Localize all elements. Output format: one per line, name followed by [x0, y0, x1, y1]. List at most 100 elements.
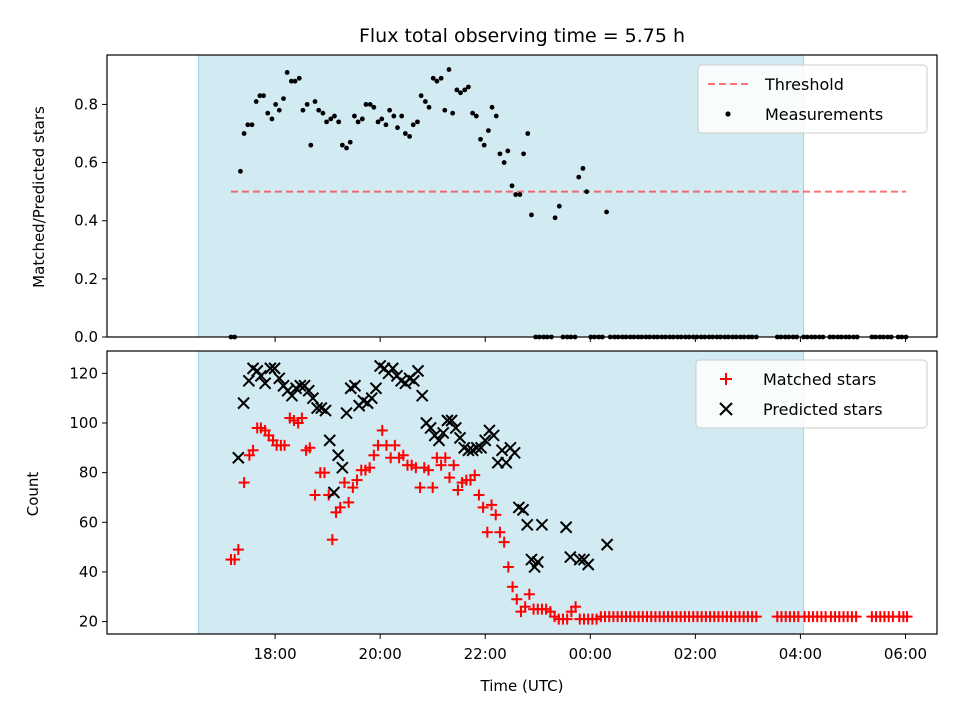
measurement-point — [473, 113, 479, 119]
x-tick-label: 20:00 — [359, 645, 402, 663]
matched-star-point — [326, 534, 338, 546]
measurement-point — [584, 189, 590, 195]
matched-star-point — [343, 496, 355, 508]
matched-star-point — [364, 462, 376, 474]
matched-stars-series — [225, 412, 913, 625]
measurement-point — [332, 113, 337, 119]
x-axis-title: Time (UTC) — [480, 677, 564, 695]
matched-star-point — [439, 452, 451, 464]
matched-star-point — [502, 561, 514, 573]
measurement-point — [509, 183, 515, 189]
measurement-point — [304, 102, 310, 107]
measurement-point — [505, 148, 511, 154]
measurement-point — [407, 134, 412, 139]
chart-title: Flux total observing time = 5.75 h — [359, 25, 685, 47]
matched-star-point — [448, 459, 460, 471]
measurement-point — [265, 110, 271, 116]
predicted-star-point — [319, 404, 332, 417]
measurement-point — [284, 70, 290, 75]
measurement-point — [312, 99, 318, 104]
predicted-star-point — [348, 379, 362, 392]
measurement-point — [288, 78, 294, 84]
measurement-point — [438, 75, 444, 81]
measurement-point — [269, 116, 275, 122]
measurement-point — [387, 107, 393, 113]
measurement-point — [462, 87, 468, 93]
predicted-star-point — [445, 414, 458, 427]
measurement-point — [478, 136, 483, 142]
measurement-point — [300, 107, 306, 113]
matched-star-point — [523, 588, 535, 600]
matched-star-point — [309, 489, 321, 501]
predicted-star-point — [268, 362, 281, 375]
measurement-point — [339, 142, 345, 148]
matched-star-point — [477, 501, 489, 513]
measurement-point — [257, 93, 263, 99]
measurement-point — [497, 151, 503, 157]
predicted-star-point — [302, 384, 315, 397]
predicted-star-point — [516, 503, 530, 517]
predicted-star-point — [500, 456, 513, 469]
measurement-point — [296, 75, 302, 81]
predicted-star-point — [424, 421, 437, 435]
matched-star-point — [232, 544, 244, 556]
predicted-star-point — [232, 451, 245, 464]
matched-star-point — [444, 472, 456, 484]
threshold-legend-label: Threshold — [764, 75, 844, 94]
predicted-star-point — [521, 518, 534, 531]
matched-star-point — [422, 464, 434, 476]
measurement-point — [391, 113, 397, 119]
predicted-star-point — [581, 558, 595, 571]
count-axes-frame — [106, 350, 938, 635]
measurement-point — [410, 122, 416, 128]
matched-star-point — [318, 467, 330, 479]
count-legend: Matched stars Predicted stars — [695, 359, 928, 429]
predicted-star-point — [559, 521, 573, 534]
predicted-star-point — [415, 389, 429, 402]
measurement-point — [485, 128, 491, 133]
measurement-point — [525, 131, 531, 136]
measurement-point — [434, 78, 440, 84]
matched-star-point — [368, 449, 380, 461]
measurement-point — [454, 87, 460, 93]
predicted-star-point — [525, 553, 538, 566]
matched-legend-swatch — [720, 373, 732, 385]
predicted-star-point — [365, 391, 378, 405]
ratio-axes-frame — [106, 54, 938, 338]
measurement-point — [253, 99, 259, 104]
measurement-point — [324, 119, 329, 125]
matched-star-point — [247, 444, 259, 456]
measurement-point — [580, 165, 586, 171]
measurement-point — [276, 107, 282, 113]
count-y-tick-label: 120 — [69, 364, 98, 382]
measurement-point — [513, 192, 519, 197]
matched-star-point — [279, 439, 291, 451]
measurement-point — [281, 96, 286, 102]
measurement-point — [347, 139, 353, 145]
ratio-y-tick-label: 0.0 — [74, 328, 98, 346]
matched-star-point — [561, 613, 573, 625]
x-tick-label: 18:00 — [253, 645, 296, 663]
measurement-point — [328, 116, 334, 122]
ratio-y-tick-label: 0.6 — [74, 154, 98, 172]
predicted-stars-series — [232, 359, 614, 574]
measurements-legend-swatch — [725, 111, 731, 117]
matched-star-point — [511, 593, 523, 605]
predicted-star-point — [331, 449, 345, 462]
matched-star-point — [494, 526, 506, 538]
predicted-star-point — [535, 518, 549, 531]
count-legend-box — [695, 359, 928, 429]
predicted-star-point — [285, 389, 299, 402]
matched-star-point — [519, 601, 531, 613]
count-panel: 20 40 60 80 100 120 18:00 20:00 22:00 00:00 02:00 0… — [24, 350, 938, 663]
predicted-star-point — [294, 379, 307, 392]
measurement-point — [344, 145, 349, 151]
measurement-point — [379, 116, 385, 122]
matched-star-point — [486, 499, 498, 511]
measurement-point — [470, 110, 476, 116]
ratio-y-axis-title: Matched/Predicted stars — [30, 106, 48, 288]
matched-star-point — [296, 412, 308, 424]
predicted-star-point — [479, 434, 492, 447]
measurement-point — [481, 142, 487, 148]
ratio-y-tick-label: 0.8 — [74, 95, 98, 113]
